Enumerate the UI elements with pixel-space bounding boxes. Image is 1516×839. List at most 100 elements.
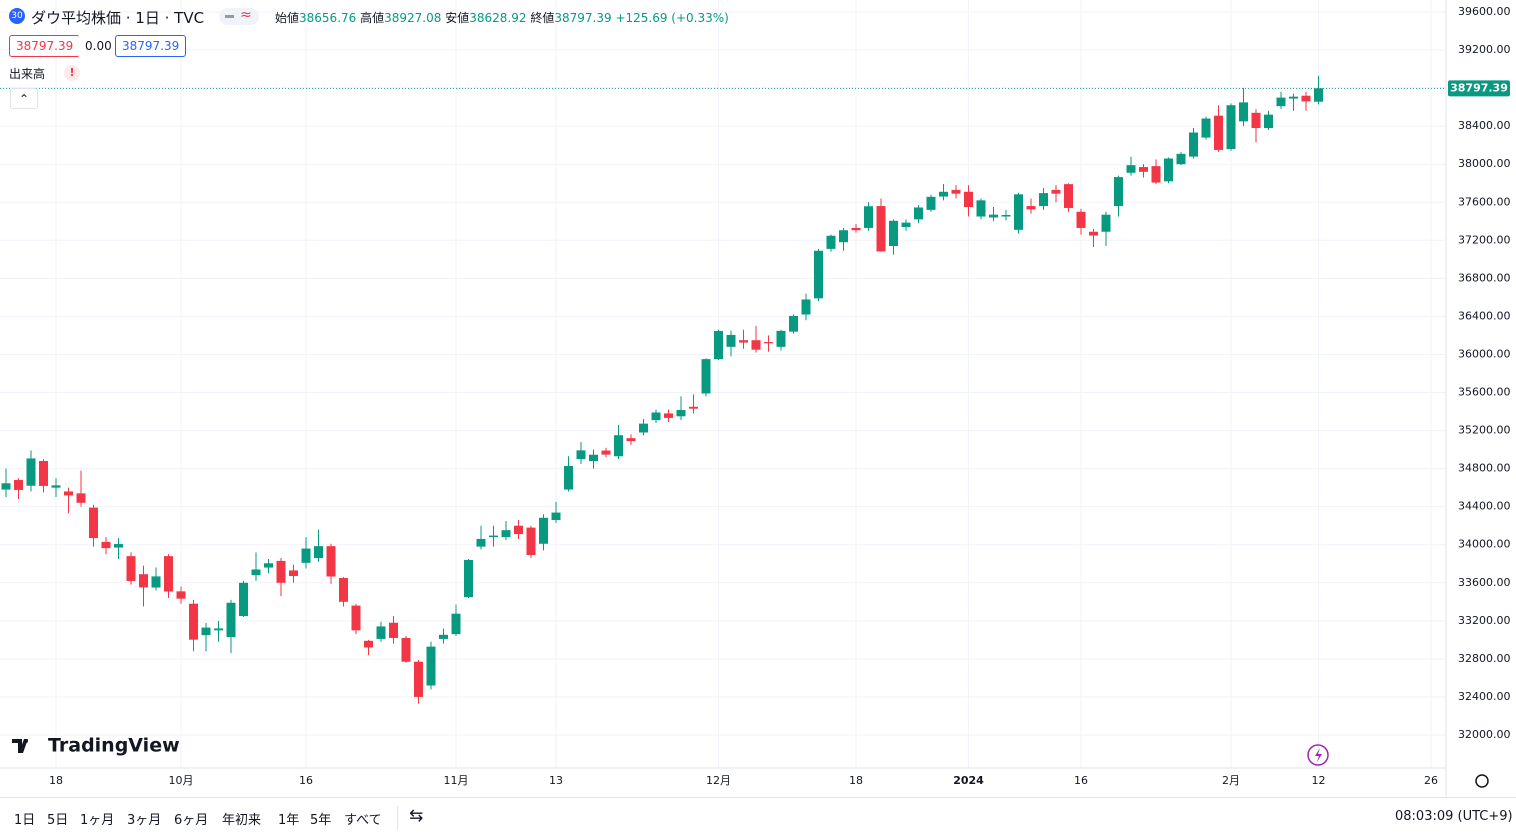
- candle-body: [514, 525, 523, 535]
- range-button[interactable]: すべて: [344, 813, 382, 828]
- candle-body: [226, 602, 236, 638]
- candle-body: [414, 661, 423, 697]
- collapse-button[interactable]: ⌃: [10, 88, 38, 109]
- candle-body: [364, 640, 373, 648]
- y-tick-label: 39600.00: [1458, 5, 1511, 18]
- candle-body: [39, 461, 48, 486]
- status-market: [225, 15, 234, 18]
- spread: 0.00: [78, 35, 119, 57]
- candle-body: [801, 299, 811, 315]
- candle-body: [1226, 105, 1236, 149]
- x-tick-label: 26: [1424, 774, 1438, 787]
- x-tick-label: 2024: [953, 774, 984, 787]
- y-tick-label: 34400.00: [1458, 500, 1511, 513]
- y-tick-label: 38400.00: [1458, 119, 1511, 132]
- candle-body: [151, 576, 161, 588]
- candle-body: [326, 546, 336, 577]
- candle-body: [176, 591, 186, 599]
- candle-body: [1201, 118, 1211, 138]
- candle-body: [739, 340, 748, 343]
- candle-body: [939, 191, 948, 197]
- candle-body: [1051, 189, 1061, 194]
- y-tick-label: 39200.00: [1458, 43, 1511, 56]
- range-button[interactable]: 5日: [47, 813, 69, 828]
- chart: TradingView 32000.00 32400.00 32800.00 3320…: [0, 0, 1511, 797]
- candle-body: [901, 222, 911, 227]
- candle-body: [839, 230, 848, 243]
- y-tick-label: 34800.00: [1458, 462, 1511, 475]
- range-button[interactable]: 1日: [14, 813, 36, 828]
- range-button[interactable]: 年初来: [222, 813, 262, 828]
- range-button[interactable]: 6ヶ月: [174, 813, 209, 828]
- y-tick-label: 37600.00: [1458, 195, 1511, 208]
- y-tick-label: 32800.00: [1458, 652, 1511, 665]
- candle-body: [301, 548, 311, 563]
- separator: [397, 806, 398, 830]
- candle-body: [676, 410, 686, 417]
- low-label: 安値: [445, 11, 470, 25]
- y-tick-label: 32400.00: [1458, 690, 1511, 703]
- symbol-title[interactable]: ダウ平均株価 · 1日 · TVC: [31, 9, 205, 27]
- candle-body: [276, 560, 286, 583]
- high-label: 高値: [360, 11, 385, 25]
- candle-body: [964, 191, 973, 208]
- date-range-icon[interactable]: ⇆: [409, 806, 424, 826]
- candle-body: [1176, 153, 1186, 165]
- settings-icon[interactable]: [1475, 774, 1489, 788]
- range-button[interactable]: 3ヶ月: [127, 813, 162, 828]
- candle-body: [1276, 97, 1286, 107]
- candle-body: [651, 412, 661, 421]
- candle-body: [701, 359, 711, 394]
- status-delay: ≈: [240, 7, 252, 23]
- candle-body: [1076, 211, 1086, 228]
- buy-price[interactable]: 38797.39: [115, 35, 187, 57]
- y-tick-label: 34000.00: [1458, 538, 1511, 551]
- candle-body: [539, 517, 548, 544]
- candle-body: [339, 578, 348, 602]
- candle-body: [26, 458, 36, 486]
- candle-body: [1289, 96, 1298, 99]
- open-value: 38656.76: [299, 11, 357, 25]
- y-tick-label: 33600.00: [1458, 576, 1511, 589]
- x-tick-label: 16: [1074, 774, 1088, 787]
- candle-body: [789, 315, 798, 332]
- candle-body: [1001, 214, 1011, 217]
- tradingview-logo: TradingView: [12, 735, 180, 757]
- x-tick-label: 12: [1312, 774, 1326, 787]
- candle-body: [1164, 158, 1173, 182]
- candle-body: [689, 406, 698, 409]
- candle-body: [189, 603, 198, 640]
- candle-body: [1139, 167, 1148, 172]
- event-icon[interactable]: [1307, 744, 1329, 766]
- x-tick-label: 10月: [169, 774, 194, 787]
- status-pill[interactable]: ≈: [219, 7, 259, 25]
- range-button[interactable]: 1ヶ月: [80, 813, 115, 828]
- y-tick-label: 36400.00: [1458, 309, 1511, 322]
- candle-body: [1014, 194, 1023, 230]
- range-button[interactable]: 1年: [278, 813, 300, 828]
- event-icon-bolt: [1315, 748, 1322, 762]
- candle-body: [251, 569, 261, 576]
- candle-body: [926, 196, 936, 210]
- candle-body: [14, 480, 23, 490]
- y-tick-label: 38000.00: [1458, 157, 1511, 170]
- last-price-tag: [1448, 80, 1510, 97]
- y-tick-label: 32000.00: [1458, 728, 1511, 741]
- candle-body: [264, 563, 273, 568]
- sell-price[interactable]: 38797.39: [9, 35, 81, 57]
- candle-body: [1026, 206, 1036, 210]
- y-tick-label: 36000.00: [1458, 347, 1511, 360]
- candle-body: [139, 574, 148, 588]
- volume-warning[interactable]: !: [64, 65, 80, 81]
- candle-body: [614, 435, 623, 457]
- range-button[interactable]: 5年: [310, 813, 332, 828]
- candle-body: [576, 450, 586, 460]
- candle-body: [851, 227, 861, 231]
- candle-body: [164, 556, 173, 592]
- candle-body: [1251, 112, 1261, 129]
- candle-body: [826, 235, 836, 249]
- candle-body: [51, 485, 61, 488]
- y-tick-label: 35600.00: [1458, 386, 1511, 399]
- candle-body: [89, 507, 98, 539]
